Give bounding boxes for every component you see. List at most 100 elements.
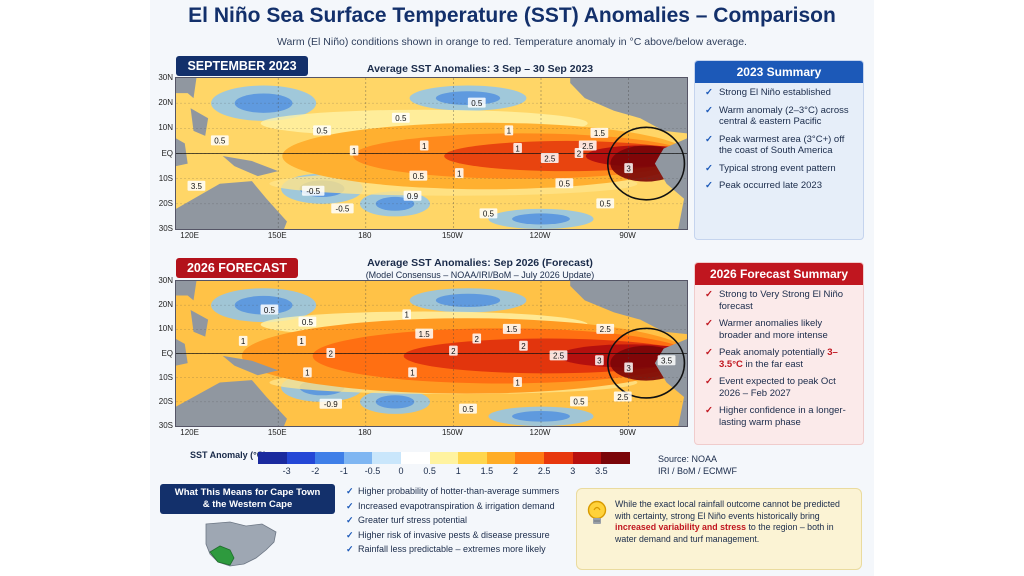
map2-contour-label: 1	[241, 337, 246, 346]
map1-contour-label-bg	[513, 142, 522, 153]
impacts-heading-line2: & the Western Cape	[202, 499, 293, 510]
lat-tick-label: 30S	[158, 224, 173, 233]
map1-land-central-america	[570, 78, 687, 134]
map1-contour-label: 1	[352, 147, 357, 156]
lon-tick-label: 150E	[267, 231, 287, 240]
map1-land-borneo	[176, 138, 188, 167]
lon-tick-label: 150E	[267, 428, 287, 437]
colorbar-tick-label: -1	[339, 466, 348, 476]
lat-tick-label: 30N	[158, 276, 173, 285]
colorbar-tick-label: 1	[455, 466, 461, 476]
summary-2023-list: ✓ Strong El Niño established ✓ Warm anomaly…	[695, 83, 863, 192]
map2-contour-label-bg	[570, 396, 588, 407]
lon-tick-label: 120E	[180, 428, 199, 437]
map2-cool-core	[375, 395, 415, 409]
map2-contour-label: 0.5	[462, 405, 474, 414]
colorbar-swatch	[544, 452, 573, 464]
lat-tick-label: 20N	[158, 300, 173, 310]
map1-contour-label-bg	[555, 178, 574, 189]
map2-contour-label-bg	[402, 309, 411, 320]
summary-2023-item-text: Warm anomaly (2–3°C) across central & ea…	[719, 104, 849, 128]
check-icon: ✓	[705, 405, 713, 416]
map2-contour-label-bg	[595, 355, 604, 366]
map1-contour-label-bg	[302, 185, 325, 196]
map2-contour-label: 1	[404, 311, 409, 320]
map1-contour-label-bg	[596, 198, 615, 209]
lat-tick-label: 30S	[158, 421, 173, 430]
lat-tick-label: 20S	[158, 396, 173, 406]
map2-land-borneo	[176, 339, 188, 366]
infographic: El Niño Sea Surface Temperature (SST) An…	[150, 0, 874, 576]
map1-contour-label: 0.5	[214, 137, 226, 146]
map1-contour-label: 1	[515, 144, 520, 153]
map2-contour-label-bg	[624, 362, 633, 373]
cape-town-impacts: What This Means for Cape Town & the West…	[160, 484, 712, 574]
impact-item-text: Greater turf stress potential	[358, 515, 468, 525]
summary-2026-list: ✓ Strong to Very Strong El Niño forecast ✓…	[695, 285, 863, 428]
check-icon: ✓	[346, 515, 354, 525]
map2-contour-label-bg	[519, 340, 528, 351]
summary-2026-item: ✓ Event expected to peak Oct 2026 – Feb 2…	[705, 376, 855, 399]
map1-contour-label-bg	[454, 168, 464, 179]
map2-contour-label-bg	[238, 335, 248, 346]
summary-2023-heading: 2023 Summary	[695, 61, 863, 83]
rainfall-note: While the exact local rainfall outcome c…	[576, 488, 862, 570]
map1-contour-label-bg	[331, 203, 354, 214]
map1-contour-label: 0.5	[395, 114, 407, 123]
map2-contour-label-bg	[596, 323, 615, 334]
map2-land-central-america	[570, 281, 687, 335]
note-highlight: increased variability and stress	[615, 522, 747, 532]
impact-item-text: Higher probability of hotter-than-averag…	[358, 486, 560, 496]
source-line-2: IRI / BoM / ECMWF	[658, 466, 738, 476]
lon-tick-label: 90W	[619, 428, 636, 437]
map1-contour-label: 0.5	[600, 200, 612, 209]
summary-2023-item: ✓ Peak warmest area (3°C+) off the coast …	[705, 134, 855, 157]
south-africa-map-icon	[205, 521, 277, 567]
map2-contour-label-bg	[613, 391, 632, 402]
colorbar-tick-label: 0.5	[423, 466, 436, 476]
map1-contour-label-bg	[313, 125, 331, 136]
check-icon: ✓	[705, 376, 713, 387]
colorbar	[258, 452, 630, 464]
map2-caption: Average SST Anomalies: Sep 2026 (Forecas…	[310, 257, 650, 281]
summary-2026-panel: 2026 Forecast Summary ✓ Strong to Very St…	[694, 262, 864, 445]
summary-2026-item-highlight: 3–3.5°C	[719, 347, 838, 370]
summary-2026-item: ✓ Warmer anomalies likely broader and mor…	[705, 318, 855, 341]
colorbar-swatch	[372, 452, 402, 464]
map2-contour-label-bg	[513, 377, 522, 387]
impact-item-text: Increased evapotranspiration & irrigatio…	[358, 500, 555, 511]
page-subtitle: Warm (El Niño) conditions shown in orang…	[277, 36, 747, 48]
map1-land-south-america	[654, 138, 687, 229]
summary-2026-item-text: Strong to Very Strong El Niño forecast	[719, 289, 844, 312]
map2-contour-label: 2	[329, 349, 334, 358]
map1-contour-label-bg	[210, 135, 229, 146]
map2-contour-label: 2.5	[553, 352, 565, 361]
summary-2023-item: ✓ Warm anomaly (2–3°C) across central & e…	[705, 105, 855, 128]
colorbar-tick-label: 2.5	[537, 466, 551, 476]
map1-contour-label: 0.9	[407, 192, 419, 201]
colorbar-swatch	[458, 452, 487, 464]
map1-land-asia	[176, 78, 197, 99]
map1-contour-label-bg	[419, 140, 429, 151]
summary-2023-item-text: Peak warmest area (3°C+) off the coast o…	[719, 133, 845, 157]
source-note: Source: NOAA IRI / BoM / ECMWF	[658, 453, 737, 477]
page-title: El Niño Sea Surface Temperature (SST) An…	[188, 4, 836, 27]
map2-svg: 0.50.5111.51.522222.52.5333.511110.50.52…	[176, 281, 687, 426]
colorbar-swatch	[572, 452, 602, 464]
check-icon: ✓	[705, 133, 713, 145]
map2-contour-label: 3	[597, 357, 602, 366]
check-icon: ✓	[346, 529, 354, 540]
map1-contour-label-bg	[479, 208, 498, 219]
summary-2026-item-text: Peak anomaly potentially	[719, 347, 828, 358]
colorbar-swatch	[286, 452, 316, 464]
map1-contour-label: 0.5	[413, 172, 425, 181]
summary-2023-item-text: Peak occurred late 2023	[719, 180, 822, 191]
impact-item: ✓ Higher probability of hotter-than-avera…	[346, 486, 559, 497]
map1-caption: Average SST Anomalies: 3 Sep – 30 Sep 20…	[366, 63, 594, 75]
colorbar-tick-label: -0.5	[364, 466, 381, 476]
map1-contour-label: 2	[577, 149, 582, 158]
map1-contour-label: 1	[422, 142, 427, 151]
source-line-1: Source: NOAA	[658, 454, 718, 464]
colorbar-swatch	[401, 452, 430, 464]
map1-contour-label: 1	[507, 127, 512, 136]
